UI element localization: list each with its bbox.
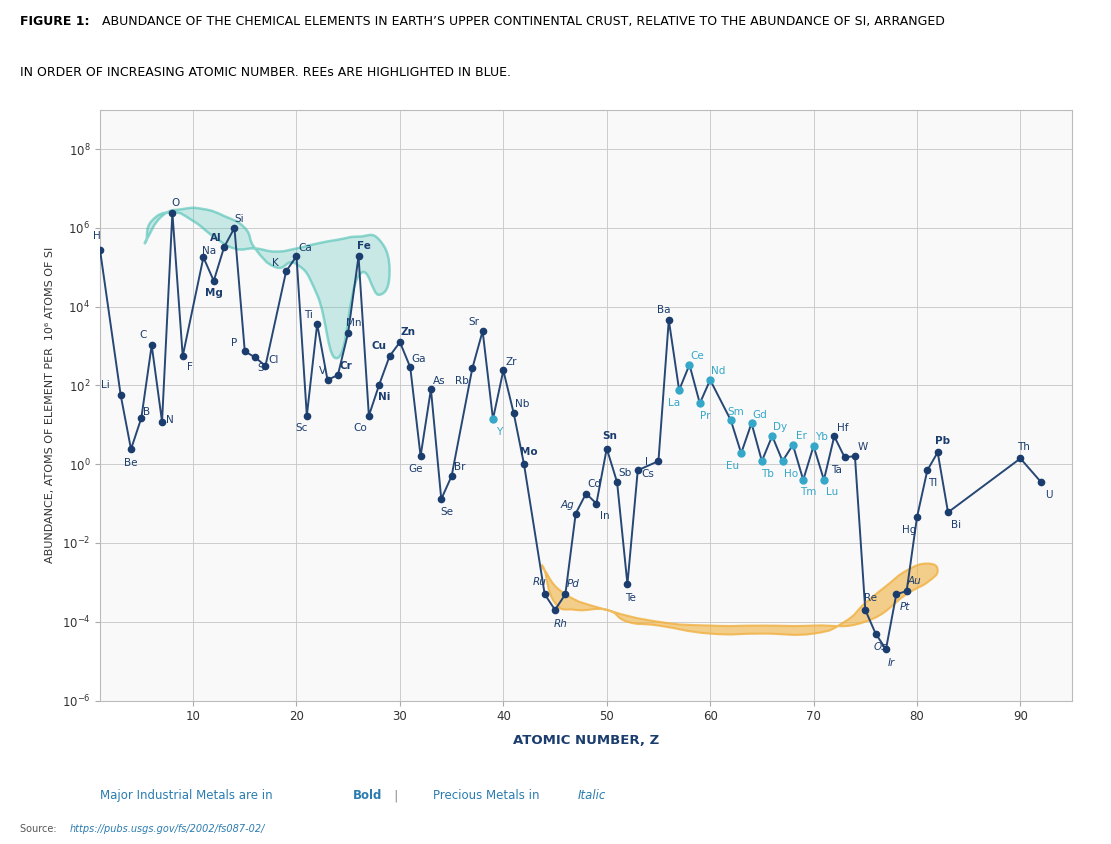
Text: K: K — [272, 257, 279, 268]
Text: B: B — [143, 407, 150, 417]
Text: Pb: Pb — [935, 436, 950, 446]
Text: Te: Te — [625, 593, 635, 603]
Text: Italic: Italic — [578, 789, 607, 802]
Text: Cl: Cl — [269, 355, 279, 365]
Text: Tm: Tm — [800, 488, 817, 497]
Text: Sr: Sr — [469, 317, 480, 327]
PathPatch shape — [144, 208, 390, 358]
Text: Ce: Ce — [691, 351, 704, 361]
Text: Al: Al — [210, 234, 221, 243]
Text: Ag: Ag — [561, 500, 574, 510]
Text: Na: Na — [201, 246, 216, 257]
Text: P: P — [231, 338, 238, 348]
Text: Zr: Zr — [506, 357, 518, 367]
Text: Rh: Rh — [553, 619, 567, 629]
Text: Bi: Bi — [951, 520, 961, 530]
Text: Y: Y — [496, 427, 502, 436]
Text: S: S — [257, 364, 263, 373]
Text: Er: Er — [795, 431, 807, 441]
Text: Se: Se — [440, 506, 453, 517]
Text: W: W — [858, 442, 869, 452]
Text: H: H — [93, 231, 101, 241]
Text: Tb: Tb — [761, 468, 773, 479]
Text: ABUNDANCE OF THE CHEMICAL ELEMENTS IN EARTH’S UPPER CONTINENTAL CRUST, RELATIVE : ABUNDANCE OF THE CHEMICAL ELEMENTS IN EA… — [102, 15, 945, 28]
Text: Nd: Nd — [711, 366, 725, 376]
Text: Co: Co — [353, 424, 368, 433]
Text: Precious Metals in: Precious Metals in — [433, 789, 543, 802]
Text: Fe: Fe — [357, 241, 371, 252]
Text: Major Industrial Metals are in: Major Industrial Metals are in — [100, 789, 277, 802]
Text: Cd: Cd — [588, 479, 601, 489]
Text: Yb: Yb — [815, 432, 829, 442]
Text: Lu: Lu — [827, 488, 839, 497]
Text: Tl: Tl — [928, 478, 937, 488]
Text: N: N — [167, 414, 174, 425]
Text: O: O — [171, 198, 180, 208]
Text: Ti: Ti — [304, 311, 313, 321]
Text: Cu: Cu — [372, 342, 387, 351]
Text: Rb: Rb — [456, 376, 469, 386]
Text: |: | — [383, 789, 410, 802]
Text: V: V — [319, 366, 326, 376]
Text: In: In — [600, 511, 610, 522]
Text: Zn: Zn — [401, 327, 416, 338]
Text: Re: Re — [864, 593, 877, 603]
Text: Ta: Ta — [831, 465, 842, 475]
Text: Pd: Pd — [568, 579, 580, 589]
Text: Pr: Pr — [700, 411, 710, 421]
Text: Sm: Sm — [728, 407, 744, 417]
Text: Hf: Hf — [837, 423, 849, 433]
Text: As: As — [433, 376, 446, 386]
Text: Sn: Sn — [602, 431, 618, 441]
Text: Ca: Ca — [298, 242, 311, 252]
Text: Ir: Ir — [888, 658, 894, 668]
Text: Be: Be — [124, 458, 138, 468]
Text: Ge: Ge — [408, 463, 422, 473]
Text: Au: Au — [908, 576, 922, 587]
Text: Os: Os — [874, 642, 888, 652]
Text: Br: Br — [454, 463, 466, 473]
Text: Th: Th — [1017, 442, 1030, 452]
Text: Hg: Hg — [901, 525, 915, 535]
Text: Ni: Ni — [378, 392, 391, 403]
Text: F: F — [187, 362, 193, 372]
X-axis label: ATOMIC NUMBER, Z: ATOMIC NUMBER, Z — [513, 734, 659, 747]
Text: Mn: Mn — [346, 317, 361, 327]
Text: C: C — [140, 330, 147, 340]
Text: Pt: Pt — [900, 602, 910, 612]
Text: Bold: Bold — [353, 789, 382, 802]
Text: Eu: Eu — [727, 461, 740, 471]
Text: Cs: Cs — [642, 468, 654, 479]
PathPatch shape — [542, 564, 938, 635]
Text: Ba: Ba — [657, 305, 670, 315]
Text: La: La — [668, 398, 680, 408]
Text: Dy: Dy — [773, 422, 788, 432]
Text: Ga: Ga — [411, 354, 426, 364]
Text: Source:: Source: — [20, 824, 60, 834]
Text: Gd: Gd — [752, 409, 768, 419]
Text: Li: Li — [101, 380, 110, 390]
Text: IN ORDER OF INCREASING ATOMIC NUMBER. REEs ARE HIGHLIGHTED IN BLUE.: IN ORDER OF INCREASING ATOMIC NUMBER. RE… — [20, 66, 511, 78]
Text: Sc: Sc — [296, 424, 308, 433]
Text: Mg: Mg — [204, 289, 222, 299]
Text: Cr: Cr — [340, 361, 352, 371]
Text: Nb: Nb — [514, 399, 529, 409]
Text: Ho: Ho — [783, 468, 798, 479]
Text: U: U — [1045, 490, 1053, 500]
Text: Sb: Sb — [619, 468, 632, 479]
Text: Mo: Mo — [520, 447, 538, 457]
Text: I: I — [644, 457, 648, 467]
Y-axis label: ABUNDANCE, ATOMS OF ELEMENT PER  10⁶ ATOMS OF SI: ABUNDANCE, ATOMS OF ELEMENT PER 10⁶ ATOM… — [44, 247, 54, 563]
Text: FIGURE 1:: FIGURE 1: — [20, 15, 90, 28]
Text: Ru: Ru — [532, 577, 547, 587]
Text: Si: Si — [234, 214, 244, 225]
Text: https://pubs.usgs.gov/fs/2002/fs087-02/: https://pubs.usgs.gov/fs/2002/fs087-02/ — [70, 824, 266, 834]
